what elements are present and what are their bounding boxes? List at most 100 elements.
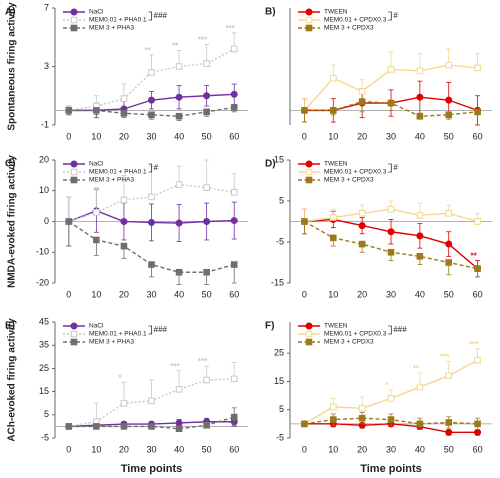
x-tick-label: 20: [119, 444, 129, 454]
point: [301, 218, 308, 225]
legend-marker: [70, 322, 78, 330]
x-tick-label: 30: [146, 131, 156, 141]
legend-bracket: [148, 163, 153, 173]
point: [175, 268, 183, 276]
point: [203, 376, 210, 384]
point: [301, 420, 308, 428]
point: [329, 74, 337, 82]
significance-label: *: [118, 373, 122, 382]
point: [65, 218, 73, 225]
point: [230, 261, 238, 268]
significance-label: ***: [198, 357, 208, 366]
y-tick-label: 5: [279, 404, 284, 414]
significance-label: ***: [469, 340, 479, 349]
point: [358, 210, 366, 217]
legend-label: TWEEN: [324, 9, 348, 16]
legend-label: NaCl: [89, 9, 104, 16]
point: [445, 259, 453, 266]
point: [175, 112, 183, 120]
y-tick-label: 45: [39, 316, 49, 326]
legend-note: #: [393, 163, 398, 172]
legend-marker: [305, 24, 313, 32]
significance-label: **: [413, 364, 420, 373]
point: [358, 222, 366, 230]
point: [65, 423, 73, 430]
x-tick-label: 40: [174, 444, 184, 454]
x-tick-label: 10: [91, 131, 101, 141]
y-tick-label: 25: [39, 363, 49, 373]
legend-marker: [70, 16, 78, 24]
point: [329, 416, 337, 423]
point: [93, 208, 100, 216]
x-tick-label: 30: [146, 444, 156, 454]
x-tick-label: 60: [473, 444, 483, 454]
x-tick-label: 0: [302, 131, 307, 141]
point: [175, 385, 183, 393]
point: [474, 108, 481, 116]
y-tick-label: 5: [44, 409, 49, 419]
legend-label: NaCl: [89, 323, 104, 330]
x-tick-label: 0: [66, 131, 71, 141]
legend-marker: [70, 24, 78, 32]
x-tick-label: 10: [328, 444, 338, 454]
significance-label: ***: [198, 36, 208, 45]
x-tick-label: 50: [202, 289, 212, 299]
x-tick-label: 40: [415, 131, 425, 141]
point: [175, 419, 183, 427]
point: [416, 420, 424, 428]
legend-bracket: [388, 11, 392, 21]
legend-label: MEM0.01 + PHA0.1: [89, 169, 147, 176]
x-tick-label: 60: [473, 131, 483, 141]
y-tick-label: 5: [279, 195, 284, 205]
significance-label: **: [470, 252, 477, 261]
point: [203, 421, 210, 429]
legend-label: MEM 3 + PHA3: [89, 339, 134, 346]
legend-label: MEM 3 + CPDX3: [324, 25, 374, 32]
point: [148, 193, 155, 201]
point: [329, 403, 337, 411]
point: [445, 428, 453, 436]
x-tick-label: 40: [174, 131, 184, 141]
legend-note: #: [393, 11, 398, 20]
significance-label: ***: [170, 362, 180, 371]
legend-marker: [70, 8, 78, 16]
legend-marker: [305, 160, 313, 168]
x-tick-label: 50: [444, 444, 454, 454]
point: [416, 253, 424, 260]
point: [120, 399, 128, 407]
point: [416, 93, 424, 101]
point: [358, 414, 366, 422]
y-axis-label: Spontaneous firing activity: [7, 2, 18, 131]
significance-label: *: [385, 381, 389, 390]
y-tick-label: -5: [276, 236, 284, 246]
point: [175, 425, 183, 433]
point: [175, 63, 183, 70]
legend-marker: [305, 168, 313, 176]
y-tick-label: 20: [39, 154, 49, 164]
panel-label: E): [5, 321, 15, 332]
legend-marker: [305, 8, 313, 16]
point: [416, 212, 424, 219]
x-tick-label: 40: [415, 289, 425, 299]
legend-marker: [305, 16, 313, 24]
point: [120, 110, 128, 117]
point: [93, 423, 100, 430]
point: [445, 61, 453, 69]
point: [445, 372, 453, 380]
y-tick-label: 3: [44, 61, 49, 71]
y-tick-label: 15: [274, 376, 284, 386]
x-tick-label: 0: [302, 444, 307, 454]
point: [175, 219, 183, 227]
x-tick-label: 50: [202, 444, 212, 454]
legend-marker: [70, 168, 78, 176]
x-tick-label: 30: [386, 444, 396, 454]
y-axis-label: NMDA-evoked firing activity: [7, 155, 18, 288]
point: [474, 218, 481, 225]
y-tick-label: 7: [44, 2, 49, 12]
point: [416, 67, 424, 75]
y-tick-label: 35: [39, 340, 49, 350]
panel: A)Spontaneous firing activity -1 3 7 0 10 20 30…: [5, 2, 248, 141]
y-tick-label: 0: [44, 216, 49, 226]
significance-label: **: [144, 46, 151, 55]
